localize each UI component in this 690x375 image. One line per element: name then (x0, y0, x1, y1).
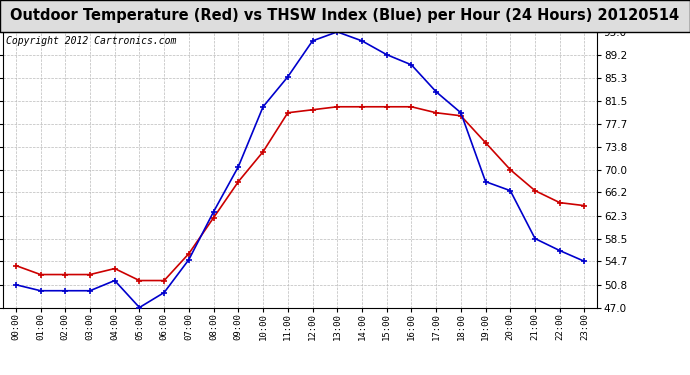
Text: Outdoor Temperature (Red) vs THSW Index (Blue) per Hour (24 Hours) 20120514: Outdoor Temperature (Red) vs THSW Index … (10, 9, 680, 23)
Text: Copyright 2012 Cartronics.com: Copyright 2012 Cartronics.com (6, 36, 177, 46)
